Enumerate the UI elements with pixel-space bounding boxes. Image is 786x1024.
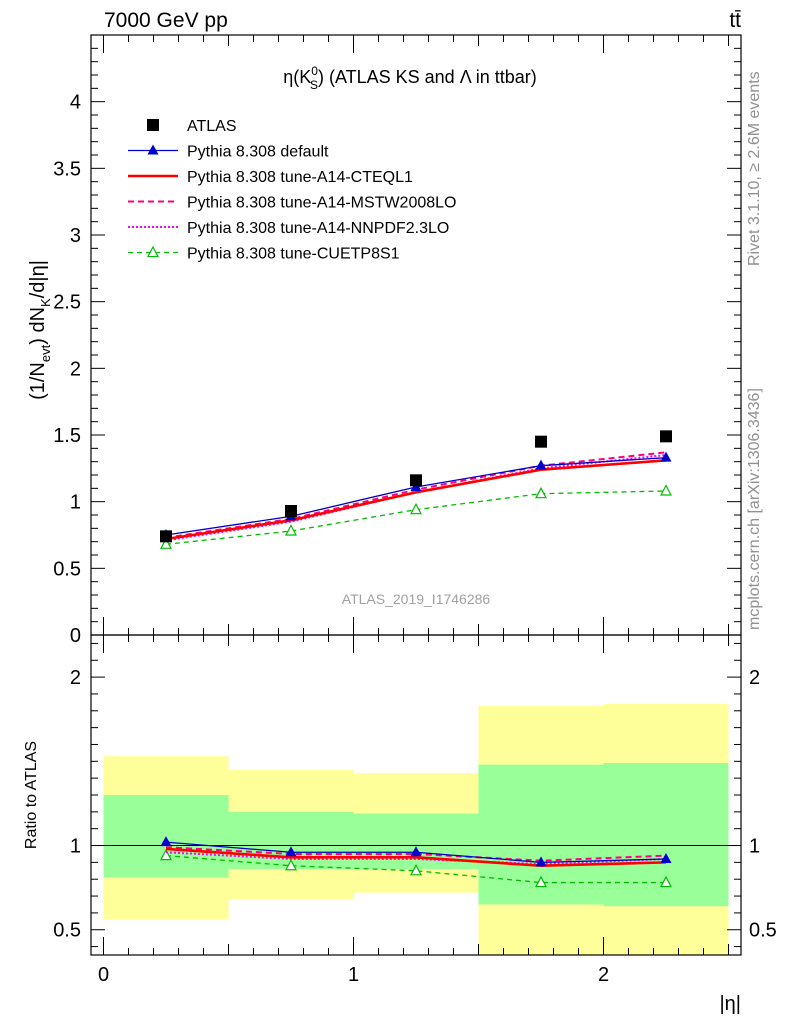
ratio-y-tick-label-right: 0.5 [749,920,777,942]
main-point-pythia-8-308-tune-cuetp8s1 [660,484,672,496]
ratio-point-pythia-8-308-tune-cuetp8s1 [660,875,672,888]
legend-marker-pythia-8-308-default [147,144,159,155]
plot-title: η(K0 S) (ATLAS KS and Λ in ttbar) [283,64,537,92]
main-y-tick-label: 2.5 [53,292,81,314]
ratio-y-tick-label-right: 1 [749,836,760,858]
legend-label-pythia-8-308-default: Pythia 8.308 default [187,144,329,161]
main-y-tick-label: 0.5 [53,558,81,580]
main-point-atlas [535,435,547,448]
main-point-pythia-8-308-tune-cuetp8s1 [410,502,422,515]
legend-marker-pythia-8-308-tune-cuetp8s1 [147,245,159,258]
ratio-y-tick-label: 0.5 [53,920,81,942]
ratio-point-pythia-8-308-default [660,853,672,863]
ratio-point-pythia-8-308-tune-cuetp8s1 [160,848,172,861]
main-y-tick-label: 4 [70,92,81,114]
ratio-point-pythia-8-308-default [160,836,172,847]
header-right: tt̄ [729,9,741,32]
x-tick-label: 2 [598,964,609,986]
main-line-pythia-8-308-tune-a14-nnpdf2-3lo [165,454,667,542]
y-axis-label: (1/Nevt) dNK/d|η| [27,260,53,400]
watermark: ATLAS_2019_I1746286 [342,591,491,607]
main-y-tick-label: 3 [70,225,81,247]
ratio-point-pythia-8-308-tune-cuetp8s1 [535,875,547,888]
main-point-atlas [160,530,172,543]
x-axis-label: |η| [719,993,741,1015]
legend-label-atlas: ATLAS [187,118,237,135]
main-point-pythia-8-308-tune-cuetp8s1 [160,537,172,549]
ratio-point-pythia-8-308-default [410,846,422,857]
main-point-pythia-8-308-tune-cuetp8s1 [285,524,297,536]
ratio-line-pythia-8-308-tune-cuetp8s1 [165,854,666,884]
ratio-y-axis-label: Ratio to ATLAS [23,741,40,849]
main-y-tick-label: 1 [70,492,81,514]
ratio-y-tick-label: 1 [70,836,81,858]
ratio-line-pythia-8-308-tune-a14-cteql1 [165,847,667,868]
ratio-y-tick-label: 2 [70,667,81,689]
main-point-atlas [660,430,672,443]
x-tick-label: 0 [98,964,109,986]
x-tick-label: 1 [348,964,359,986]
main-point-pythia-8-308-tune-cuetp8s1 [535,486,547,499]
main-y-tick-label: 1.5 [53,425,81,447]
legend-marker-atlas [147,119,159,131]
legend-label-pythia-8-308-tune-a14-nnpdf2-3lo: Pythia 8.308 tune-A14-NNPDF2.3LO [187,220,449,237]
ratio-line-pythia-8-308-tune-a14-nnpdf2-3lo [165,851,667,866]
legend-label-pythia-8-308-tune-cuetp8s1: Pythia 8.308 tune-CUETP8S1 [187,246,400,263]
main-point-atlas [410,474,422,487]
ratio-point-pythia-8-308-default [285,846,297,857]
main-point-pythia-8-308-default [535,459,547,470]
ratio-point-pythia-8-308-default [535,856,547,867]
main-point-atlas [285,505,297,517]
main-y-tick-label: 2 [70,358,81,380]
main-line-pythia-8-308-tune-cuetp8s1 [165,490,667,545]
legend-label-pythia-8-308-tune-a14-mstw2008lo: Pythia 8.308 tune-A14-MSTW2008LO [187,195,456,212]
main-y-tick-label: 3.5 [53,158,81,180]
legend-label-pythia-8-308-tune-a14-cteql1: Pythia 8.308 tune-A14-CTEQL1 [187,169,413,186]
ratio-y-tick-label-right: 2 [749,667,760,689]
rivet-label: Rivet 3.1.10, ≥ 2.6M events [746,71,763,266]
ratio-point-pythia-8-308-tune-cuetp8s1 [285,858,297,871]
mcplots-label: mcplots.cern.ch [arXiv:1306.3436] [746,388,763,630]
main-point-pythia-8-308-default [660,451,672,462]
main-line-pythia-8-308-default [165,457,667,536]
header-left: 7000 GeV pp [104,9,228,32]
ratio-point-pythia-8-308-tune-cuetp8s1 [410,864,422,876]
main-line-pythia-8-308-tune-a14-cteql1 [165,459,667,541]
main-y-tick-label: 0 [70,625,81,647]
